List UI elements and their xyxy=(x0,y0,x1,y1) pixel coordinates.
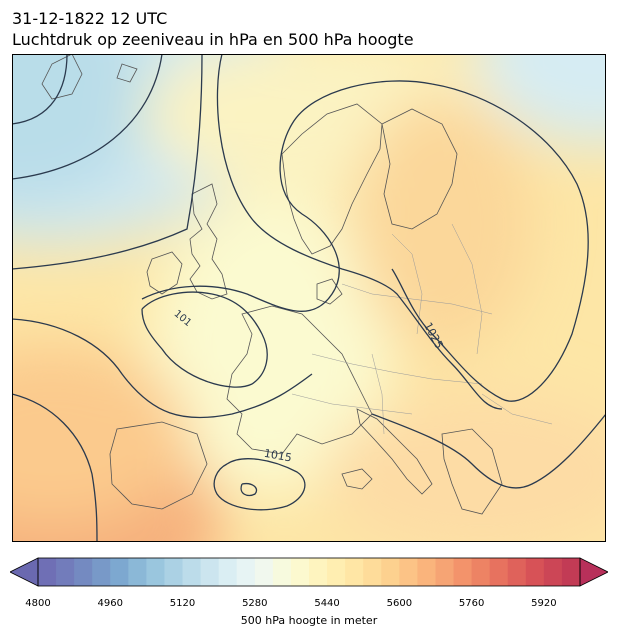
colorbar-cell xyxy=(272,558,292,586)
colorbar-cell xyxy=(182,558,202,586)
isobar-10 xyxy=(240,482,258,497)
isobar-5 xyxy=(216,54,503,410)
colorbar xyxy=(10,557,608,587)
colorbar-cell xyxy=(146,558,165,586)
colorbar-cell xyxy=(507,558,527,586)
colorbar-tick-label: 4800 xyxy=(25,598,51,609)
map-title-datetime: 31-12-1822 12 UTC xyxy=(12,9,168,28)
colorbar-cell xyxy=(110,558,129,586)
colorbar-cell xyxy=(309,558,328,586)
colorbar-cell xyxy=(38,558,57,586)
isobar-3 xyxy=(12,54,203,270)
isobar-1 xyxy=(12,54,68,125)
isobar-11 xyxy=(371,413,606,489)
colorbar-cell xyxy=(56,558,75,586)
map-frame xyxy=(12,54,606,542)
isobar-7 xyxy=(12,318,313,419)
colorbar-cell xyxy=(417,558,436,586)
country-borders xyxy=(291,223,553,435)
colorbar-cell xyxy=(363,558,382,586)
colorbar-cell xyxy=(128,558,147,586)
colorbar-extend-max xyxy=(579,557,608,587)
colorbar-cell xyxy=(399,558,418,586)
colorbar-cell xyxy=(381,558,400,586)
colorbar-cell xyxy=(327,558,346,586)
isobar-4 xyxy=(141,80,589,402)
colorbar-label: 500 hPa hoogte in meter xyxy=(240,614,378,627)
colorbar-cell xyxy=(345,558,364,586)
colorbar-cell xyxy=(218,558,238,586)
colorbar-cell xyxy=(74,558,93,586)
isobar-6 xyxy=(141,291,268,388)
colorbar-cell xyxy=(236,558,256,586)
height-field xyxy=(12,54,606,542)
colorbar-cell xyxy=(254,558,274,586)
colorbar-tick-label: 5120 xyxy=(169,598,196,609)
colorbar-cell xyxy=(290,558,310,586)
colorbar-cell xyxy=(543,558,563,586)
coastlines xyxy=(41,54,503,515)
colorbar-tick-label: 5440 xyxy=(314,598,340,609)
colorbar-cell xyxy=(489,558,509,586)
map-title-description: Luchtdruk op zeeniveau in hPa en 500 hPa… xyxy=(12,30,414,49)
colorbar-cell xyxy=(164,558,184,586)
colorbar-cell xyxy=(561,558,581,586)
isobar-label-1015: 1015 xyxy=(263,447,293,465)
colorbar-tick-label: 5920 xyxy=(531,598,557,609)
colorbar-frame xyxy=(37,557,581,587)
colorbar-tick-label: 5280 xyxy=(242,598,268,609)
colorbar-tick-label: 5760 xyxy=(458,598,485,609)
colorbar-cell xyxy=(471,558,491,586)
isobar-9 xyxy=(213,458,306,511)
colorbar-tick-label: 4960 xyxy=(97,598,123,609)
isobar-2 xyxy=(12,54,163,180)
colorbar-cell xyxy=(435,558,455,586)
colorbar-cell xyxy=(200,558,220,586)
colorbar-tick-label: 5600 xyxy=(386,598,413,609)
colorbar-cells xyxy=(38,558,581,586)
colorbar-cell xyxy=(92,558,111,586)
colorbar-extend-min xyxy=(10,557,39,587)
isobar-8 xyxy=(12,393,98,542)
weather-map: 1015 1025 101 xyxy=(12,54,606,542)
colorbar-cell xyxy=(525,558,545,586)
isobars xyxy=(12,54,606,542)
colorbar-cell xyxy=(453,558,473,586)
